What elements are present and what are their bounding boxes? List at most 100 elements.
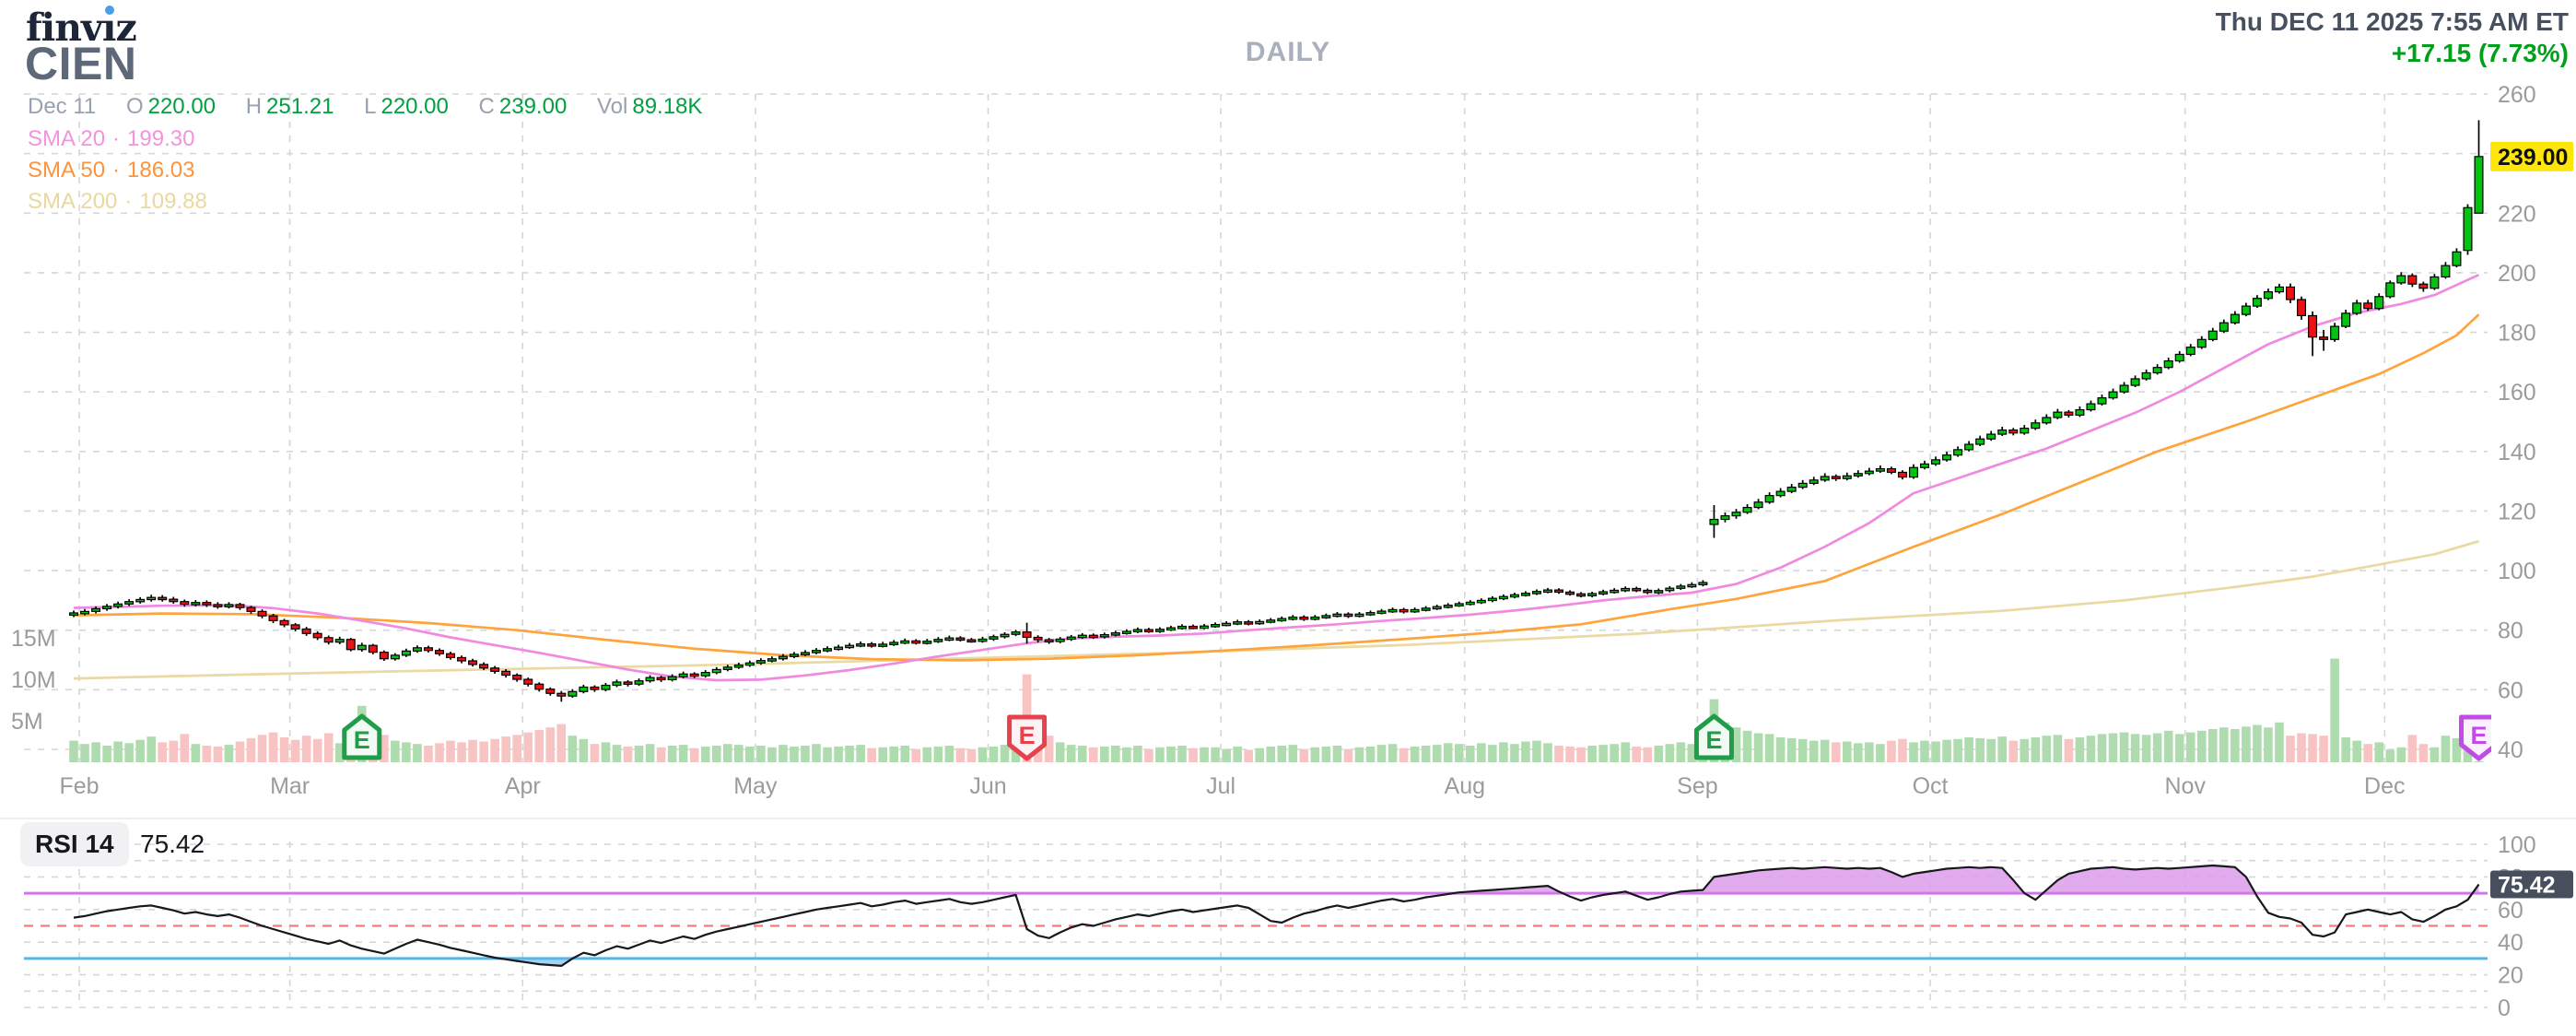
candle-down — [1897, 471, 1907, 478]
volume-bar — [2141, 735, 2151, 762]
volume-bar — [966, 748, 977, 762]
candle-down — [345, 639, 356, 651]
candle-down — [279, 619, 289, 626]
volume-bar — [911, 748, 921, 762]
volume-bar — [1388, 744, 1398, 762]
candle-down — [545, 689, 556, 694]
candle-up — [1864, 470, 1874, 475]
candle-down — [368, 644, 378, 653]
volume-bar — [1931, 741, 1940, 762]
volume-bar — [1133, 746, 1142, 762]
candle-up — [2352, 302, 2362, 314]
candle-up — [933, 639, 943, 642]
volume-bar — [523, 732, 533, 762]
candle-down — [1088, 634, 1098, 639]
volume-bar — [1266, 746, 1276, 762]
volume-bar — [1687, 744, 1697, 762]
volume-bar — [479, 741, 488, 762]
ticker-symbol: CIEN — [25, 38, 137, 89]
close-label: C — [478, 94, 495, 119]
volume-bar — [191, 744, 201, 762]
price-change: +17.15 (7.73%) — [2391, 39, 2569, 67]
volume-bar — [1144, 748, 1153, 762]
finviz-logo[interactable]: finvız — [26, 6, 137, 50]
price-tick-label: 140 — [2498, 440, 2536, 465]
volume-bar — [2174, 734, 2184, 762]
candle-up — [124, 601, 135, 605]
candle-up — [1110, 632, 1120, 636]
candle-up — [2330, 325, 2340, 340]
candle-up — [1764, 495, 1774, 503]
volume-bar — [468, 739, 477, 762]
volume-bar — [812, 744, 821, 762]
volume-bar — [113, 741, 123, 762]
volume-bar — [1831, 742, 1841, 762]
candle-down — [257, 610, 267, 617]
candle-up — [2463, 206, 2473, 252]
volume-bar — [1820, 739, 1830, 762]
candle-down — [556, 692, 567, 697]
close-value: 239.00 — [498, 94, 568, 119]
volume-value: 89.18K — [632, 94, 703, 119]
ohlc-row: Dec 11 O 220.00 H 251.21 L 220.00 C 239.00 V… — [28, 94, 702, 120]
candle-up — [1654, 590, 1664, 594]
candle-down — [2418, 283, 2429, 289]
candle-up — [1165, 627, 1176, 631]
candle-up — [1775, 490, 1786, 497]
candle-up — [2163, 359, 2173, 369]
candle-up — [1332, 613, 1342, 618]
candle-down — [290, 624, 300, 630]
candle-up — [2130, 378, 2140, 386]
volume-bar — [1432, 745, 1442, 762]
candle-up — [1066, 636, 1076, 641]
volume-bar — [402, 742, 411, 762]
candle-up — [1277, 618, 1287, 622]
month-tick-label: Oct — [1913, 773, 1949, 799]
candle-up — [1154, 629, 1165, 632]
candle-up — [2385, 282, 2395, 298]
volume-bar — [1942, 739, 1951, 762]
candle-down — [523, 678, 533, 685]
volume-bar — [1255, 748, 1265, 762]
candle-up — [113, 603, 123, 607]
quote-date: Dec 11 — [28, 94, 97, 119]
candle-down — [1886, 467, 1896, 474]
candle-down — [2286, 286, 2296, 300]
volume-bar — [2020, 738, 2030, 762]
candle-up — [1487, 597, 1497, 602]
volume-bar — [180, 734, 190, 762]
rsi-indicator-badge: RSI 14 — [20, 822, 129, 866]
price-tick-label: 40 — [2498, 737, 2523, 763]
month-gridlines — [78, 94, 2386, 1007]
quote-datetime: Thu DEC 11 2025 7:55 AM ET — [2215, 7, 2569, 36]
candle-up — [700, 672, 710, 677]
candle-up — [568, 690, 578, 697]
candle-up — [1321, 615, 1331, 618]
candle-up — [2086, 403, 2096, 411]
earnings-letter: E — [1705, 726, 1722, 754]
value-badges: 239.00 75.42 — [2490, 141, 2573, 899]
volume-bar — [2064, 738, 2074, 762]
volume-bar — [1222, 748, 1231, 762]
candle-down — [1399, 608, 1409, 613]
volume-bar — [413, 744, 422, 762]
volume-bar — [2119, 732, 2129, 762]
volume-bar — [1632, 746, 1642, 762]
candle-up — [1077, 634, 1087, 639]
candle-down — [423, 647, 433, 652]
earnings-marker-purple — [2459, 714, 2491, 761]
volume-bar — [457, 742, 466, 762]
logo-blue-dot-i: ı — [101, 6, 117, 50]
volume-bar — [2108, 733, 2118, 762]
candle-up — [1200, 625, 1210, 630]
sma20-value: 199.30 — [127, 126, 195, 151]
candle-down — [468, 660, 478, 665]
volume-bar — [1066, 745, 1076, 762]
volume-bar — [2330, 658, 2339, 762]
candle-up — [2252, 298, 2262, 307]
month-tick-label: Aug — [1445, 773, 1485, 799]
volume-bar — [678, 745, 688, 762]
volume-bar — [1565, 746, 1575, 762]
